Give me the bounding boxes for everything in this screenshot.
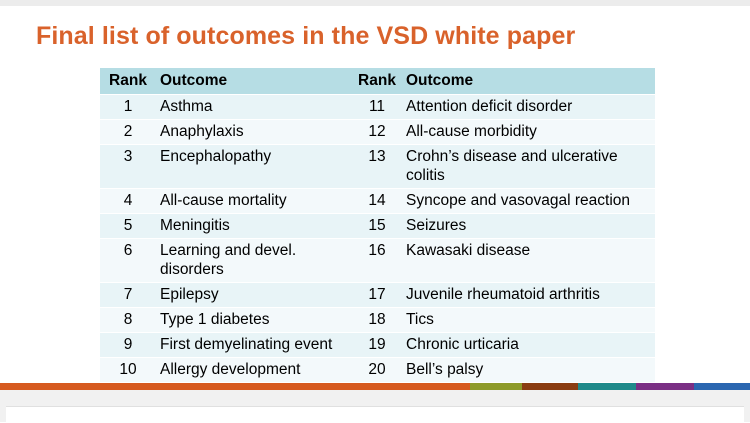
rank-cell: 11	[352, 94, 402, 120]
bar-segment-orange	[0, 383, 470, 390]
next-slide-edge	[6, 406, 744, 423]
table-row: 7 Epilepsy 17 Juvenile rheumatoid arthritis	[100, 282, 655, 308]
outcome-cell: Chronic urticaria	[402, 332, 655, 358]
outcome-cell: Asthma	[156, 94, 352, 120]
outcome-cell: Juvenile rheumatoid arthritis	[402, 282, 655, 308]
outcome-cell: Type 1 diabetes	[156, 307, 352, 333]
table-row: 5 Meningitis 15 Seizures	[100, 213, 655, 239]
outcome-cell: Tics	[402, 307, 655, 333]
outcome-cell: Syncope and vasovagal reaction	[402, 188, 655, 214]
outcome-cell: Bell’s palsy	[402, 357, 655, 382]
outcome-cell: All-cause morbidity	[402, 119, 655, 145]
table-row: 1 Asthma 11 Attention deficit disorder	[100, 94, 655, 120]
table-row: 6 Learning and devel. disorders 16 Kawasaki…	[100, 238, 655, 283]
outcome-cell: Encephalopathy	[156, 144, 352, 189]
rank-cell: 1	[100, 94, 156, 120]
rank-cell: 18	[352, 307, 402, 333]
slide-top-border	[0, 0, 750, 6]
table-header-row: Rank Outcome Rank Outcome	[100, 68, 655, 95]
outcome-cell: Attention deficit disorder	[402, 94, 655, 120]
rank-cell: 3	[100, 144, 156, 189]
table-row: 2 Anaphylaxis 12 All-cause morbidity	[100, 119, 655, 145]
header-outcome-right: Outcome	[402, 68, 655, 95]
outcome-cell: Epilepsy	[156, 282, 352, 308]
outcome-cell: Meningitis	[156, 213, 352, 239]
rank-cell: 2	[100, 119, 156, 145]
rank-cell: 8	[100, 307, 156, 333]
bar-segment-green	[470, 383, 522, 390]
outcomes-table: Rank Outcome Rank Outcome 1 Asthma 11 Atten…	[100, 68, 655, 382]
rank-cell: 20	[352, 357, 402, 382]
table-row: 3 Encephalopathy 13 Crohn’s disease and ulc…	[100, 144, 655, 189]
table-row: 4 All-cause mortality 14 Syncope and vasova…	[100, 188, 655, 214]
table-row: 8 Type 1 diabetes 18 Tics	[100, 307, 655, 333]
header-rank-left: Rank	[100, 68, 156, 95]
outcome-cell: Allergy development	[156, 357, 352, 382]
bar-segment-brown	[522, 383, 578, 390]
bar-segment-purple	[636, 383, 694, 390]
outcome-cell: Seizures	[402, 213, 655, 239]
rank-cell: 14	[352, 188, 402, 214]
outcome-cell: First demyelinating event	[156, 332, 352, 358]
outcome-cell: Crohn’s disease and ulcerative colitis	[402, 144, 655, 189]
rank-cell: 19	[352, 332, 402, 358]
rank-cell: 15	[352, 213, 402, 239]
slide-title: Final list of outcomes in the VSD white …	[36, 22, 576, 50]
header-outcome-left: Outcome	[156, 68, 352, 95]
rank-cell: 5	[100, 213, 156, 239]
outcome-cell: Kawasaki disease	[402, 238, 655, 283]
rank-cell: 13	[352, 144, 402, 189]
bar-segment-teal	[578, 383, 636, 390]
footer-color-bar	[0, 383, 750, 390]
table-row: 10 Allergy development 20 Bell’s palsy	[100, 357, 655, 382]
header-rank-right: Rank	[352, 68, 402, 95]
bar-segment-blue	[694, 383, 750, 390]
rank-cell: 6	[100, 238, 156, 283]
rank-cell: 7	[100, 282, 156, 308]
table-row: 9 First demyelinating event 19 Chronic urti…	[100, 332, 655, 358]
rank-cell: 9	[100, 332, 156, 358]
rank-cell: 10	[100, 357, 156, 382]
rank-cell: 4	[100, 188, 156, 214]
rank-cell: 17	[352, 282, 402, 308]
outcome-cell: Anaphylaxis	[156, 119, 352, 145]
rank-cell: 12	[352, 119, 402, 145]
outcome-cell: Learning and devel. disorders	[156, 238, 352, 283]
table-body: 1 Asthma 11 Attention deficit disorder 2 Anap…	[100, 94, 655, 382]
outcome-cell: All-cause mortality	[156, 188, 352, 214]
rank-cell: 16	[352, 238, 402, 283]
